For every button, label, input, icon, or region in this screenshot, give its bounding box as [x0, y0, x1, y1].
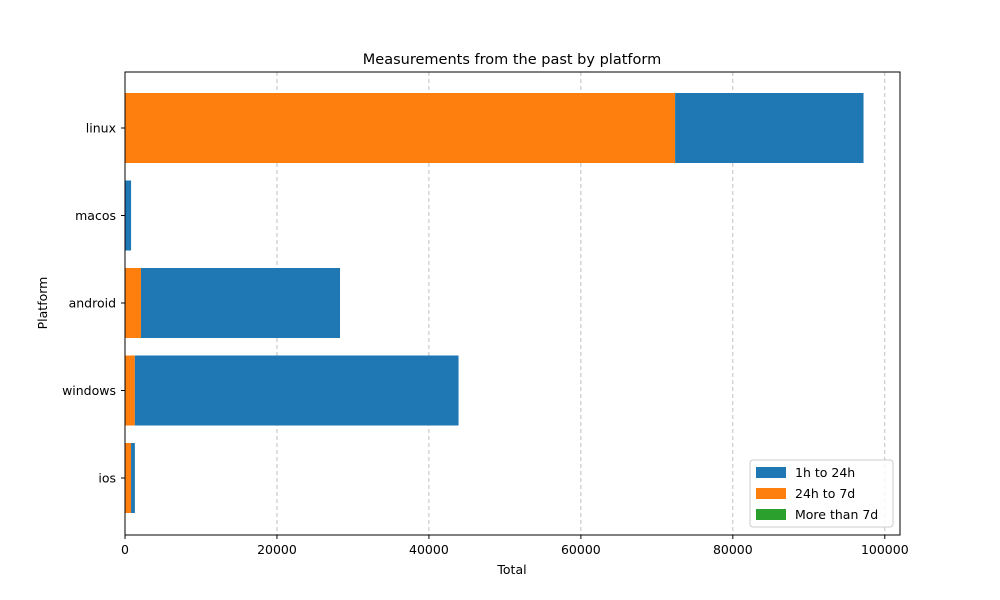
chart-title: Measurements from the past by platform	[363, 52, 661, 68]
legend-label: More than 7d	[795, 507, 878, 522]
x-axis-label: Total	[496, 562, 526, 577]
y-tick-label: android	[69, 296, 116, 311]
x-tick-label: 20000	[257, 542, 297, 557]
y-tick-label: macos	[75, 208, 116, 223]
bar-ios-24h-to-7d	[125, 443, 132, 513]
x-ticks: 0 20000 40000 60000 80000 100000	[121, 535, 909, 557]
y-ticks: linux macos android windows ios	[62, 121, 125, 486]
y-tick-label: ios	[98, 471, 116, 486]
legend-swatch	[756, 509, 786, 520]
legend-label: 24h to 7d	[795, 486, 855, 501]
bar-android-1h-to-24h	[140, 268, 341, 338]
bar-linux-24h-to-7d	[125, 93, 676, 163]
bar-linux-1h-to-24h	[675, 93, 864, 163]
x-tick-label: 100000	[861, 542, 909, 557]
y-axis-label: Platform	[35, 277, 50, 330]
x-tick-label: 60000	[561, 542, 601, 557]
bar-ios-1h-to-24h	[131, 443, 135, 513]
y-tick-label: windows	[62, 383, 116, 398]
bar-windows-24h-to-7d	[125, 355, 135, 426]
x-tick-label: 80000	[713, 542, 753, 557]
bar-android-24h-to-7d	[125, 268, 141, 338]
legend-label: 1h to 24h	[795, 465, 855, 480]
bar-windows-1h-to-24h	[134, 355, 459, 426]
legend-swatch	[756, 488, 786, 499]
bars	[125, 93, 864, 513]
x-tick-label: 40000	[409, 542, 449, 557]
legend-swatch	[756, 467, 786, 478]
legend: 1h to 24h 24h to 7d More than 7d	[749, 459, 894, 528]
x-tick-label: 0	[121, 542, 129, 557]
y-tick-label: linux	[86, 121, 116, 136]
bar-macos-1h-to-24h	[125, 180, 132, 251]
